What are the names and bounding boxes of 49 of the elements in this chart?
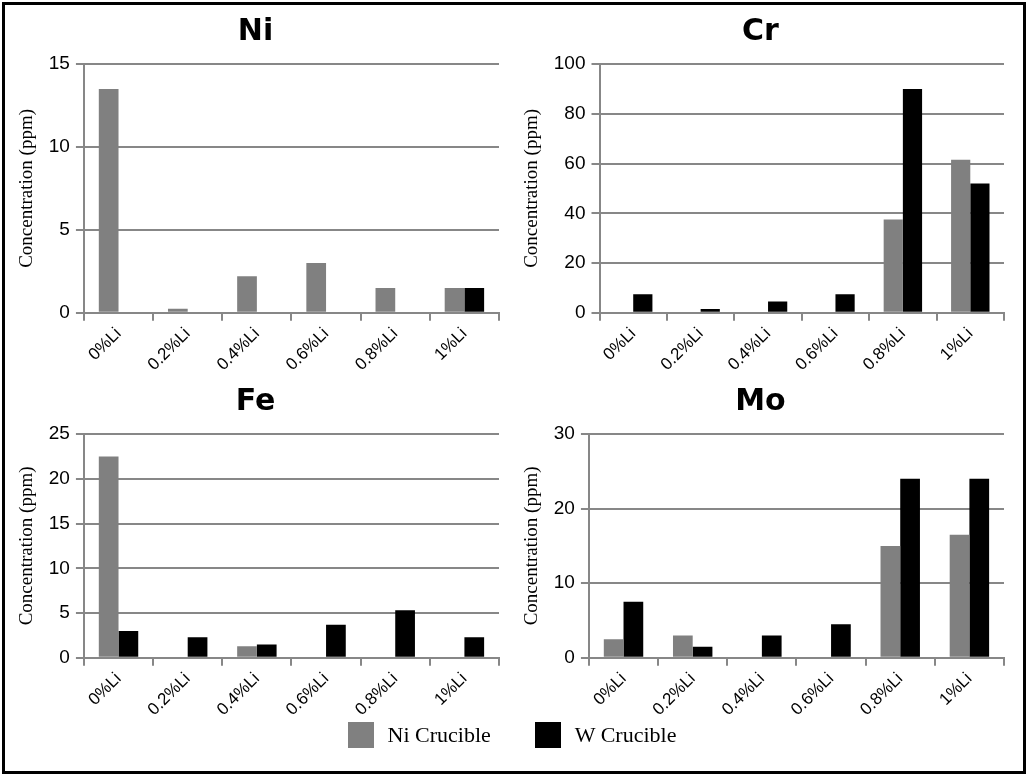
legend-label: W Crucible <box>574 722 677 748</box>
y-tick-label: 0 <box>59 301 70 323</box>
bar <box>256 644 277 657</box>
y-tick-label: 60 <box>564 151 586 173</box>
bar <box>395 610 415 657</box>
chart-title: Ni <box>237 11 274 47</box>
y-tick-label: 0 <box>59 646 70 668</box>
y-axis-title: Concentration (ppm) <box>520 466 543 626</box>
bar <box>692 646 713 657</box>
y-tick-label: 20 <box>564 251 586 273</box>
y-axis-title: Concentration (ppm) <box>15 109 38 268</box>
y-tick-label: 5 <box>59 601 70 623</box>
chart-title: Cr <box>742 11 780 47</box>
bar <box>326 624 346 657</box>
y-tick-label: 5 <box>59 218 70 240</box>
bar <box>187 637 208 657</box>
bar <box>761 635 782 657</box>
bar <box>900 478 920 657</box>
bar <box>700 309 720 312</box>
bar <box>623 601 644 657</box>
y-tick-label: 40 <box>564 201 586 223</box>
y-tick-label: 25 <box>48 422 70 444</box>
y-tick-label: 10 <box>48 135 70 157</box>
y-tick-label: 10 <box>48 556 70 578</box>
chart-title: Mo <box>735 381 786 417</box>
bar <box>835 294 855 312</box>
y-tick-label: 80 <box>564 102 586 123</box>
y-tick-label: 20 <box>553 496 575 518</box>
y-tick-label: 20 <box>48 467 70 488</box>
y-axis-title: Concentration (ppm) <box>15 466 38 626</box>
bar <box>969 478 990 657</box>
bar <box>464 287 485 312</box>
bar <box>464 637 485 657</box>
chart-title: Fe <box>235 381 276 417</box>
legend-label: Ni Crucible <box>387 722 491 748</box>
bar <box>831 624 851 657</box>
y-tick-label: 15 <box>48 52 70 74</box>
y-tick-label: 15 <box>48 511 70 533</box>
y-tick-label: 30 <box>553 422 575 444</box>
bar <box>633 294 653 312</box>
bar <box>768 301 788 312</box>
y-axis-title: Concentration (ppm) <box>520 109 543 268</box>
y-tick-label: 0 <box>574 301 586 323</box>
bar <box>970 183 990 312</box>
bar <box>118 630 139 657</box>
y-tick-label: 0 <box>564 646 575 668</box>
y-tick-label: 10 <box>553 571 575 593</box>
y-tick-label: 100 <box>553 52 586 74</box>
bar <box>902 88 923 312</box>
